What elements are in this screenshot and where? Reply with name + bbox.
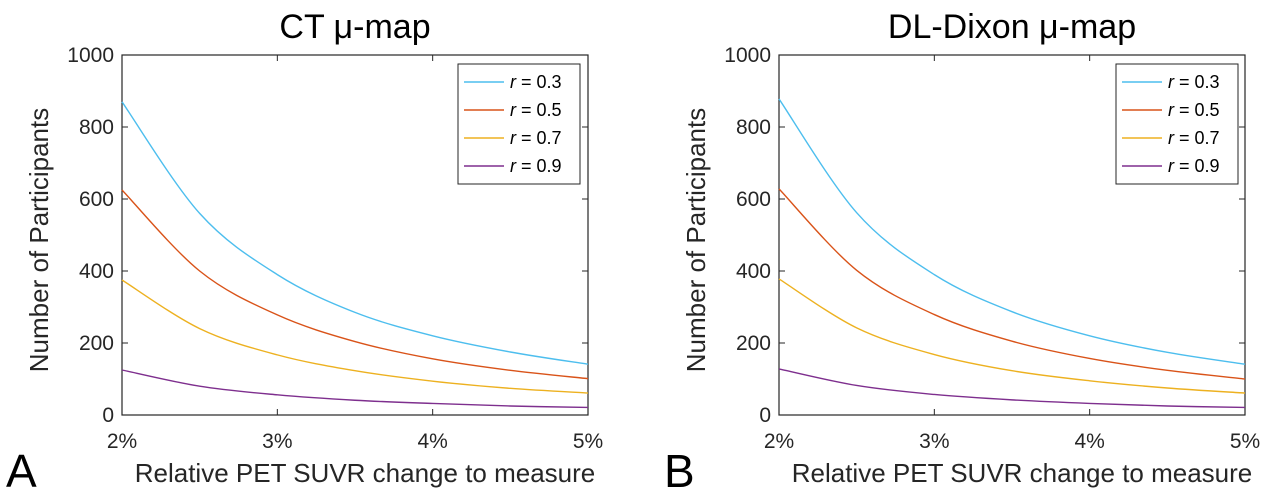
legend-label: r = 0.5: [1168, 100, 1220, 120]
x-tick-label: 5%: [1230, 430, 1260, 453]
y-tick-label: 400: [736, 260, 771, 283]
panel-letter: A: [6, 445, 37, 492]
series-line-r-0-9: [121, 369, 589, 409]
x-tick-label: 3%: [262, 430, 292, 453]
series-line-r-0-7: [121, 279, 589, 394]
series-line-r-0-3: [121, 101, 589, 365]
y-tick-label: 200: [736, 332, 771, 355]
legend: r = 0.3 r = 0.5 r = 0.7 r = 0.9: [457, 63, 581, 185]
chart-panel-b: DL-Dixon μ-map 0 200 400 600 800 1000 2% 3% 4% 5% R…: [664, 8, 1260, 492]
x-tick-label: 4%: [1074, 430, 1104, 453]
y-axis-label: Number of Participants: [24, 108, 54, 372]
y-axis-label: Number of Participants: [681, 108, 711, 372]
y-tick-label: 0: [759, 404, 771, 427]
x-tick-label: 4%: [417, 430, 447, 453]
series-line-r-0-7: [778, 278, 1246, 394]
legend-label: r = 0.3: [1168, 72, 1220, 92]
series-line-r-0-5: [778, 188, 1246, 380]
legend-label: r = 0.7: [1168, 128, 1220, 148]
y-tick-label: 600: [79, 188, 114, 211]
legend-label: r = 0.9: [1168, 156, 1220, 176]
x-tick-label: 3%: [919, 430, 949, 453]
legend-box: [457, 63, 581, 185]
x-axis-label: Relative PET SUVR change to measure: [792, 458, 1253, 488]
y-tick-label: 200: [79, 332, 114, 355]
y-tick-label: 1000: [724, 44, 771, 67]
legend-label: r = 0.3: [510, 72, 562, 92]
legend: r = 0.3 r = 0.5 r = 0.7 r = 0.9: [1115, 63, 1239, 185]
series-line-r-0-5: [121, 189, 589, 380]
y-tick-label: 800: [736, 116, 771, 139]
legend-box: [1115, 63, 1239, 185]
x-tick-label: 2%: [764, 430, 794, 453]
chart-title: DL-Dixon μ-map: [888, 8, 1136, 46]
x-tick-label: 5%: [573, 430, 603, 453]
y-tick-label: 1000: [67, 44, 114, 67]
y-tick-label: 400: [79, 260, 114, 283]
chart-title: CT μ-map: [279, 8, 430, 46]
x-axis-label: Relative PET SUVR change to measure: [135, 458, 596, 488]
series-line-r-0-3: [778, 98, 1246, 365]
x-tick-label: 2%: [107, 430, 137, 453]
legend-label: r = 0.9: [510, 156, 562, 176]
y-tick-label: 0: [102, 404, 114, 427]
y-tick-label: 800: [79, 116, 114, 139]
y-tick-label: 600: [736, 188, 771, 211]
legend-label: r = 0.7: [510, 128, 562, 148]
legend-label: r = 0.5: [510, 100, 562, 120]
series-line-r-0-9: [778, 368, 1246, 409]
panel-letter: B: [664, 445, 695, 492]
chart-panel-a: CT μ-map 0 200 400 600 800 1000 2% 3% 4% 5% Relativ…: [6, 8, 603, 492]
